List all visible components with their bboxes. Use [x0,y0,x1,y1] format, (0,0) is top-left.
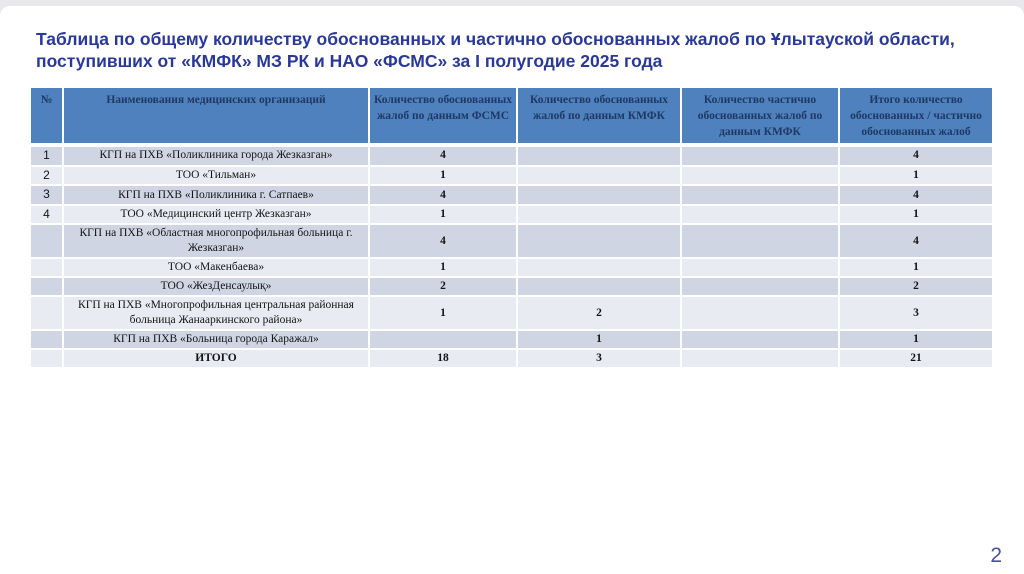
col-header-fsms-count: Количество обоснованных жалоб по данным … [368,86,518,147]
cell-row-number [29,329,64,351]
cell-org-name: КГП на ПХВ «Поликлиника г. Сатпаев» [62,184,370,206]
table-row: 3 КГП на ПХВ «Поликлиника г. Сатпаев» 4 … [29,184,994,206]
cell-fsms-count: 18 [368,348,518,370]
cell-row-number: 3 [29,184,64,206]
cell-fsms-count [368,329,518,351]
table-row: 1 КГП на ПХВ «Поликлиника города Жезказг… [29,144,994,167]
page-number: 2 [990,544,1002,567]
cell-fsms-count: 4 [368,184,518,206]
cell-total-count: 4 [838,144,994,167]
table-row-total: ИТОГО 18 3 21 [29,348,994,370]
cell-kmfk-count [516,203,682,226]
cell-row-number: 1 [29,144,64,167]
cell-total-count: 4 [838,223,994,260]
table-row: ТОО «Макенбаева» 1 1 [29,257,994,279]
cell-org-name: ТОО «Тильман» [62,164,370,187]
cell-total-count: 21 [838,348,994,370]
col-header-number: № [29,86,64,147]
col-header-total-count: Итого количество обоснованных / частично… [838,86,994,147]
cell-org-name: КГП на ПХВ «Поликлиника города Жезказган… [62,144,370,167]
cell-partial-kmfk-count [680,184,840,206]
cell-fsms-count: 4 [368,144,518,167]
cell-kmfk-count [516,184,682,206]
table-row: 4 ТОО «Медицинский центр Жезказган» 1 1 [29,203,994,226]
cell-org-name: КГП на ПХВ «Областная многопрофильная бо… [62,223,370,260]
col-header-partial-kmfk-count: Количество частично обоснованных жалоб п… [680,86,840,147]
cell-fsms-count: 1 [368,164,518,187]
cell-kmfk-count [516,257,682,279]
cell-org-name: КГП на ПХВ «Многопрофильная центральная … [62,295,370,332]
cell-row-number [29,348,64,370]
cell-partial-kmfk-count [680,144,840,167]
complaints-table: № Наименования медицинских организаций К… [29,86,994,370]
cell-org-name: ИТОГО [62,348,370,370]
cell-total-count: 1 [838,257,994,279]
cell-total-count: 1 [838,164,994,187]
cell-row-number: 4 [29,203,64,226]
table-row: ТОО «ЖезДенсаулық» 2 2 [29,276,994,298]
cell-partial-kmfk-count [680,203,840,226]
cell-total-count: 2 [838,276,994,298]
cell-kmfk-count [516,164,682,187]
cell-total-count: 1 [838,203,994,226]
cell-total-count: 3 [838,295,994,332]
cell-fsms-count: 1 [368,257,518,279]
cell-fsms-count: 2 [368,276,518,298]
cell-kmfk-count [516,144,682,167]
cell-total-count: 1 [838,329,994,351]
cell-row-number [29,276,64,298]
cell-partial-kmfk-count [680,223,840,260]
cell-org-name: КГП на ПХВ «Больница города Каражал» [62,329,370,351]
cell-partial-kmfk-count [680,295,840,332]
table-header-row: № Наименования медицинских организаций К… [29,86,994,147]
cell-kmfk-count [516,223,682,260]
cell-row-number [29,223,64,260]
cell-partial-kmfk-count [680,348,840,370]
cell-org-name: ТОО «Медицинский центр Жезказган» [62,203,370,226]
cell-fsms-count: 4 [368,223,518,260]
cell-row-number [29,257,64,279]
cell-row-number: 2 [29,164,64,187]
cell-kmfk-count: 2 [516,295,682,332]
table-row: КГП на ПХВ «Областная многопрофильная бо… [29,223,994,260]
cell-partial-kmfk-count [680,276,840,298]
cell-org-name: ТОО «Макенбаева» [62,257,370,279]
col-header-org-name: Наименования медицинских организаций [62,86,370,147]
cell-row-number [29,295,64,332]
cell-fsms-count: 1 [368,203,518,226]
cell-partial-kmfk-count [680,257,840,279]
cell-partial-kmfk-count [680,164,840,187]
col-header-kmfk-count: Количество обоснованных жалоб по данным … [516,86,682,147]
cell-fsms-count: 1 [368,295,518,332]
table-row: КГП на ПХВ «Больница города Каражал» 1 1 [29,329,994,351]
table-row: 2 ТОО «Тильман» 1 1 [29,164,994,187]
presentation-slide: Таблица по общему количеству обоснованны… [0,6,1024,574]
cell-partial-kmfk-count [680,329,840,351]
cell-total-count: 4 [838,184,994,206]
cell-kmfk-count: 1 [516,329,682,351]
cell-org-name: ТОО «ЖезДенсаулық» [62,276,370,298]
cell-kmfk-count: 3 [516,348,682,370]
table-row: КГП на ПХВ «Многопрофильная центральная … [29,295,994,332]
cell-kmfk-count [516,276,682,298]
slide-title: Таблица по общему количеству обоснованны… [36,29,955,72]
